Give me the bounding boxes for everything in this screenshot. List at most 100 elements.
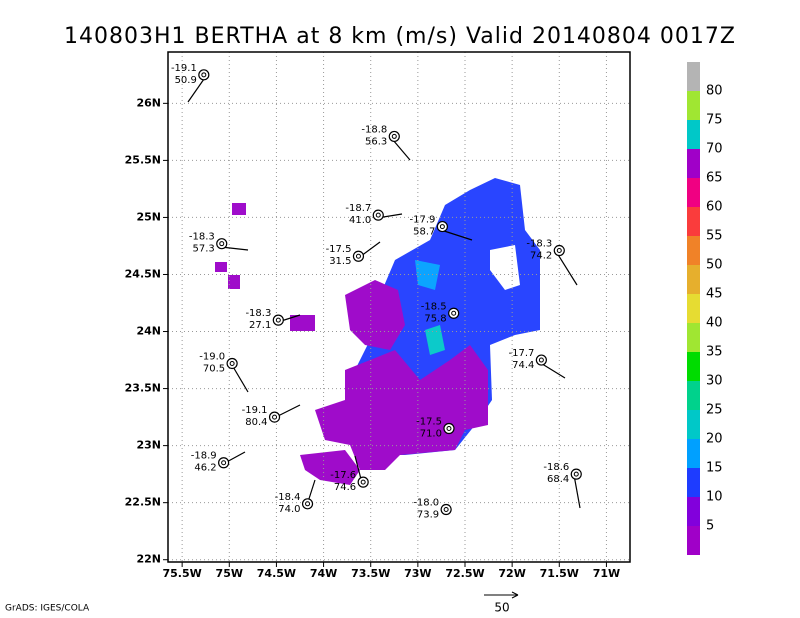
shade-purple — [228, 275, 240, 289]
station-temp: -18.3 — [189, 232, 215, 243]
x-tick-label: 74W — [310, 567, 337, 580]
station-dot — [391, 133, 397, 139]
station-ring — [535, 354, 547, 366]
station-dot — [538, 357, 544, 363]
station-ring — [570, 468, 582, 480]
shade-purple — [315, 345, 488, 470]
shade-purple — [232, 203, 246, 215]
barb — [392, 139, 411, 161]
colorbar-box — [687, 497, 700, 526]
colorbar-label: 40 — [706, 316, 723, 331]
station-value: 58.7 — [413, 227, 435, 238]
station-dot — [229, 360, 235, 366]
station-dot — [375, 212, 381, 218]
colorbar-label: 30 — [706, 374, 723, 389]
station-ring — [216, 238, 228, 250]
station-temp: -17.5 — [326, 244, 352, 255]
colorbar-box — [687, 294, 700, 323]
colorbar-box — [687, 91, 700, 120]
station-ring — [553, 244, 565, 257]
station-ring — [226, 357, 238, 370]
station-dot — [443, 507, 449, 513]
x-tick-label: 72.5W — [445, 567, 484, 580]
colorbar-label: 15 — [706, 461, 723, 476]
colorbar-label: 65 — [706, 171, 723, 186]
credit: GrADS: IGES/COLA — [5, 604, 90, 614]
station-value: 27.1 — [249, 320, 271, 331]
colorbar-box — [687, 62, 700, 91]
shade-purple — [290, 315, 315, 331]
station-dot — [360, 479, 366, 485]
colorbar-box — [687, 236, 700, 265]
vector-arrowhead — [511, 591, 519, 599]
plot-frame: 75.5W 75W 74.5W 74W 73.5W 73W 72.5W 72W 71.5W 71W… — [125, 51, 631, 580]
stations: -19.150.9-18.856.3-18.741.0 -17.958.7-18.… — [171, 63, 582, 521]
station-temp: -18.6 — [543, 462, 569, 473]
station-temp: -19.1 — [242, 405, 268, 416]
plot-border — [167, 51, 631, 563]
vector-scale: 50 — [494, 601, 509, 615]
station-value: 46.2 — [194, 463, 216, 474]
station-ring — [301, 498, 314, 510]
station-value: 56.3 — [365, 136, 387, 147]
shade-cyan — [425, 325, 445, 355]
shade-purple — [215, 262, 227, 272]
station-temp: -18.3 — [245, 308, 271, 319]
station-value: 41.0 — [349, 215, 371, 226]
colorbar-label: 55 — [706, 229, 723, 244]
colorbar-box — [687, 178, 700, 207]
station-value: 71.0 — [420, 429, 442, 440]
colorbar-box — [687, 526, 700, 555]
colorbar-box — [687, 207, 700, 236]
station-temp: -18.7 — [345, 203, 371, 214]
station-ring — [218, 457, 230, 469]
station-value: 31.5 — [329, 256, 351, 267]
x-tick-label: 75.5W — [163, 567, 202, 580]
station-value: 74.0 — [278, 504, 300, 515]
colorbar-box — [687, 120, 700, 149]
station-value: 57.3 — [192, 244, 214, 255]
station-dot — [219, 241, 225, 247]
title: 140803H1 BERTHA at 8 km (m/s) Valid 2014… — [64, 24, 736, 49]
barb — [187, 78, 205, 103]
station-dot — [451, 310, 457, 316]
y-tick-label: 24.5N — [125, 267, 161, 280]
shade-purple — [300, 450, 360, 485]
wind-shading — [215, 178, 540, 485]
station-dot — [439, 224, 445, 230]
station-dot — [305, 501, 311, 507]
y-tick-label: 25N — [136, 210, 161, 223]
station-ring — [272, 314, 284, 326]
station-dot — [201, 72, 207, 78]
station-ring — [352, 250, 365, 262]
x-tick-label: 72W — [498, 567, 525, 580]
station-dot — [355, 253, 361, 259]
station-dot — [221, 460, 227, 466]
station-value: 68.4 — [547, 474, 569, 485]
x-tick-label: 71.5W — [540, 567, 579, 580]
station-temp: -18.5 — [421, 301, 447, 312]
colorbar-box — [687, 352, 700, 381]
y-tick-label: 22N — [136, 553, 161, 566]
colorbar-box — [687, 265, 700, 294]
station-ring — [268, 411, 281, 423]
y-tick-label: 25.5N — [125, 153, 161, 166]
station-ring — [443, 422, 455, 435]
station-value: 74.4 — [512, 360, 534, 371]
x-tick-label: 71W — [593, 567, 620, 580]
x-tick-label: 73.5W — [351, 567, 390, 580]
x-tick-label: 75W — [216, 567, 243, 580]
station-ring — [198, 69, 210, 81]
colorbar-box — [687, 439, 700, 468]
station-value: 80.4 — [245, 417, 267, 428]
station-temp: -17.7 — [508, 348, 534, 359]
y-tick-label: 23.5N — [125, 382, 161, 395]
y-tick-label: 23N — [136, 439, 161, 452]
colorbar-label: 10 — [706, 490, 723, 505]
barb — [440, 229, 473, 241]
colorbar-box — [687, 381, 700, 410]
colorbar: 5 10 15 20 25 30 35 40 45 50 55 60 65 70 75 80 — [687, 62, 723, 555]
station-temp: -19.1 — [171, 63, 197, 74]
barb — [231, 364, 249, 393]
station-ring — [440, 503, 452, 516]
